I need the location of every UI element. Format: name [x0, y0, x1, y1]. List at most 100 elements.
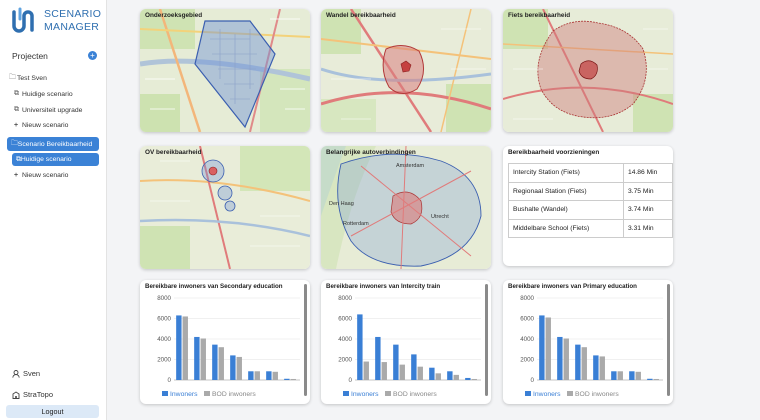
- plus-icon: +: [14, 172, 19, 179]
- sidebar-item-nieuw-scenario-2[interactable]: + Nieuw scenario: [14, 172, 68, 179]
- bar: [581, 347, 587, 380]
- scrollbar[interactable]: [304, 284, 307, 396]
- bar: [653, 378, 659, 380]
- chart-title: Bereikbare inwoners van Primary educatio…: [508, 283, 637, 290]
- map-card-public-transport[interactable]: OV bereikbaarheid: [140, 146, 310, 269]
- sidebar-item-label: Test Sven: [17, 75, 47, 82]
- y-tick-label: 6000: [157, 316, 171, 323]
- sidebar-item-huidige-scenario[interactable]: ⧉ Huidige scenario: [14, 90, 73, 98]
- map-cycling[interactable]: [503, 9, 673, 132]
- bar: [435, 373, 441, 380]
- logo-line-1: SCENARIO: [44, 8, 102, 20]
- bar: [599, 356, 605, 380]
- logo-mark-icon: [12, 7, 34, 33]
- place-label-amsterdam: Amsterdam: [396, 163, 425, 169]
- bar-chart-secondary-education: 0 2000 4000 6000 8000 Inwoners BOD inwoners: [157, 295, 300, 398]
- legend-swatch: [343, 391, 349, 396]
- sidebar: SCENARIO MANAGER Projecten + 🗀 Test Sven…: [0, 0, 107, 420]
- y-tick-label: 8000: [520, 295, 534, 302]
- bar: [539, 315, 545, 380]
- copy-icon: ⧉: [14, 106, 19, 113]
- sidebar-item-huidige-scenario-active[interactable]: ⧉ Huidige scenario: [12, 153, 99, 166]
- facilities-table: Intercity Station (Fiets) 14.86 Min Regi…: [508, 163, 673, 238]
- app-logo[interactable]: SCENARIO MANAGER: [10, 5, 105, 41]
- chart-card-primary-education: Bereikbare inwoners van Primary educatio…: [503, 280, 673, 404]
- table-row: Regionaal Station (Fiets) 3.75 Min: [508, 181, 673, 201]
- bar: [200, 338, 206, 380]
- sidebar-item-scenario-bereikbaarheid[interactable]: 🗀 Scenario Bereikbaarheid: [7, 137, 99, 151]
- y-tick-label: 2000: [157, 357, 171, 364]
- facility-time: 3.74 Min: [623, 200, 673, 220]
- place-label-utrecht: Utrecht: [431, 214, 449, 220]
- sidebar-item-label: Nieuw scenario: [22, 172, 69, 179]
- bar: [381, 362, 387, 380]
- table-row: Middelbare School (Fiets) 3.31 Min: [508, 218, 673, 238]
- user-menu[interactable]: Sven: [12, 369, 40, 378]
- bar: [471, 378, 477, 380]
- map-card-walking[interactable]: Wandel bereikbaarheid: [321, 9, 491, 132]
- map-title: Onderzoeksgebied: [145, 12, 203, 19]
- map-card-car-connections[interactable]: Amsterdam Den Haag Rotterdam Utrecht Bel…: [321, 146, 491, 269]
- facility-time: 14.86 Min: [623, 163, 673, 183]
- bar: [176, 315, 182, 380]
- facility-name: Middelbare School (Fiets): [508, 218, 624, 238]
- bar: [218, 347, 224, 380]
- bar: [545, 317, 551, 380]
- bar: [194, 336, 200, 380]
- map-card-study-area[interactable]: Onderzoeksgebied: [140, 9, 310, 132]
- map-title: Wandel bereikbaarheid: [326, 12, 396, 19]
- organization-name: StraTopo: [23, 390, 54, 399]
- logout-button[interactable]: Logout: [6, 405, 99, 418]
- y-tick-label: 8000: [157, 295, 171, 302]
- chart-title: Bereikbare inwoners van Intercity train: [326, 283, 441, 290]
- map-card-cycling[interactable]: Fiets bereikbaarheid: [503, 9, 673, 132]
- sidebar-item-test-sven[interactable]: 🗀 Test Sven: [9, 73, 47, 84]
- facility-name: Bushalte (Wandel): [508, 200, 624, 220]
- facility-time: 3.31 Min: [623, 218, 673, 238]
- y-tick-label: 0: [168, 377, 172, 384]
- bar: [635, 371, 641, 380]
- legend-swatch: [525, 391, 531, 396]
- facilities-title: Bereikbaarheid voorzieningen: [508, 149, 600, 156]
- map-car-connections[interactable]: Amsterdam Den Haag Rotterdam Utrecht: [321, 146, 491, 269]
- folder-icon: 🗀: [11, 139, 18, 147]
- bar: [182, 316, 188, 380]
- organization-menu[interactable]: StraTopo: [12, 390, 53, 399]
- legend-label: Inwoners: [533, 391, 561, 398]
- scrollbar[interactable]: [667, 284, 670, 396]
- sidebar-item-nieuw-scenario[interactable]: + Nieuw scenario: [14, 122, 68, 129]
- user-icon: [12, 369, 20, 378]
- bar: [212, 344, 218, 380]
- bar: [647, 378, 653, 380]
- bar: [429, 367, 435, 380]
- sidebar-item-universiteit-upgrade[interactable]: ⧉ Universiteit upgrade: [14, 106, 82, 114]
- bar-chart-primary-education: 0 2000 4000 6000 8000 Inwoners BOD inwoners: [520, 295, 663, 398]
- bar: [557, 336, 563, 380]
- map-study-area[interactable]: [140, 9, 310, 132]
- map-public-transport[interactable]: [140, 146, 310, 269]
- y-tick-label: 4000: [520, 336, 534, 343]
- bar: [447, 371, 453, 380]
- bar: [611, 371, 617, 380]
- bar: [236, 356, 242, 380]
- add-project-button[interactable]: +: [88, 51, 97, 60]
- folder-icon: 🗀: [9, 74, 16, 81]
- bar: [375, 336, 381, 380]
- bar: [357, 314, 363, 380]
- bar: [284, 378, 290, 380]
- sidebar-item-label: Huidige scenario: [22, 90, 73, 98]
- sidebar-item-label: Nieuw scenario: [22, 122, 69, 129]
- y-tick-label: 0: [531, 377, 535, 384]
- y-tick-label: 4000: [157, 336, 171, 343]
- bar: [290, 378, 296, 380]
- plus-icon: +: [14, 122, 19, 129]
- facilities-card: Bereikbaarheid voorzieningen Intercity S…: [503, 146, 673, 266]
- scrollbar[interactable]: [485, 284, 488, 396]
- place-label-den-haag: Den Haag: [329, 201, 354, 207]
- bar-chart-intercity-train: 0 2000 4000 6000 8000 Inwoners BOD inwoners: [338, 295, 481, 398]
- y-tick-label: 6000: [520, 316, 534, 323]
- bar: [363, 361, 369, 380]
- bar: [411, 354, 417, 380]
- legend-swatch: [385, 391, 391, 396]
- map-walking[interactable]: [321, 9, 491, 132]
